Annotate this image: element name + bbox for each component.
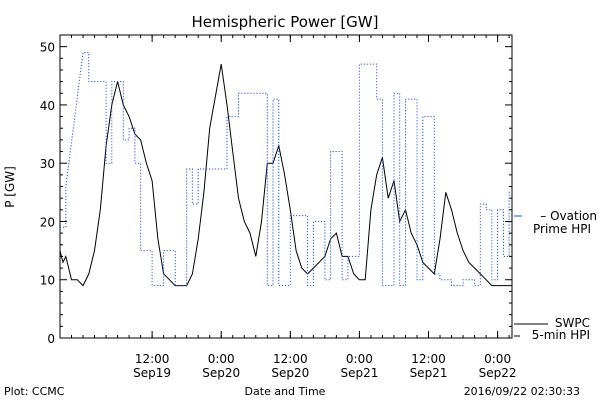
legend-label-swpc-line1: SWPC	[555, 316, 590, 330]
legend-label-swpc-line2: 5-min HPI	[532, 328, 590, 342]
plot-area: 0102030405012:00Sep190:00Sep2012:00Sep20…	[40, 34, 597, 380]
series-line-swpc	[59, 64, 512, 287]
chart-title: Hemispheric Power [GW]	[192, 13, 379, 31]
y-tick-label: 20	[40, 215, 55, 229]
x-tick-label-time: 0:00	[346, 352, 373, 366]
y-tick-label: 50	[40, 41, 55, 55]
x-tick-label-date: Sep21	[410, 366, 448, 380]
x-tick-label-date: Sep22	[479, 366, 517, 380]
x-tick-label-time: 0:00	[484, 352, 511, 366]
x-tick-label-date: Sep20	[271, 366, 309, 380]
x-tick-label-time: 12:00	[135, 352, 170, 366]
y-tick-label: 0	[47, 332, 55, 346]
y-tick-label: 30	[40, 157, 55, 171]
y-tick-label: 10	[40, 274, 55, 288]
legend-label-ovation-line1: – Ovation	[540, 209, 597, 223]
x-tick-label-date: Sep20	[202, 366, 240, 380]
plot-source-label: Plot: CCMC	[4, 385, 65, 398]
x-tick-label-time: 0:00	[208, 352, 235, 366]
x-tick-label-time: 12:00	[411, 352, 446, 366]
plot-timestamp: 2016/09/22 02:30:33	[464, 385, 580, 398]
series-line-ovation	[60, 52, 512, 287]
x-tick-label-time: 12:00	[273, 352, 308, 366]
x-tick-label-date: Sep21	[340, 366, 378, 380]
legend-label-ovation-line2: Prime HPI	[533, 222, 591, 236]
y-tick-label: 40	[40, 99, 55, 113]
x-axis-label: Date and Time	[245, 385, 326, 398]
x-tick-label-date: Sep19	[133, 366, 171, 380]
y-axis-label: P [GW]	[3, 166, 17, 208]
